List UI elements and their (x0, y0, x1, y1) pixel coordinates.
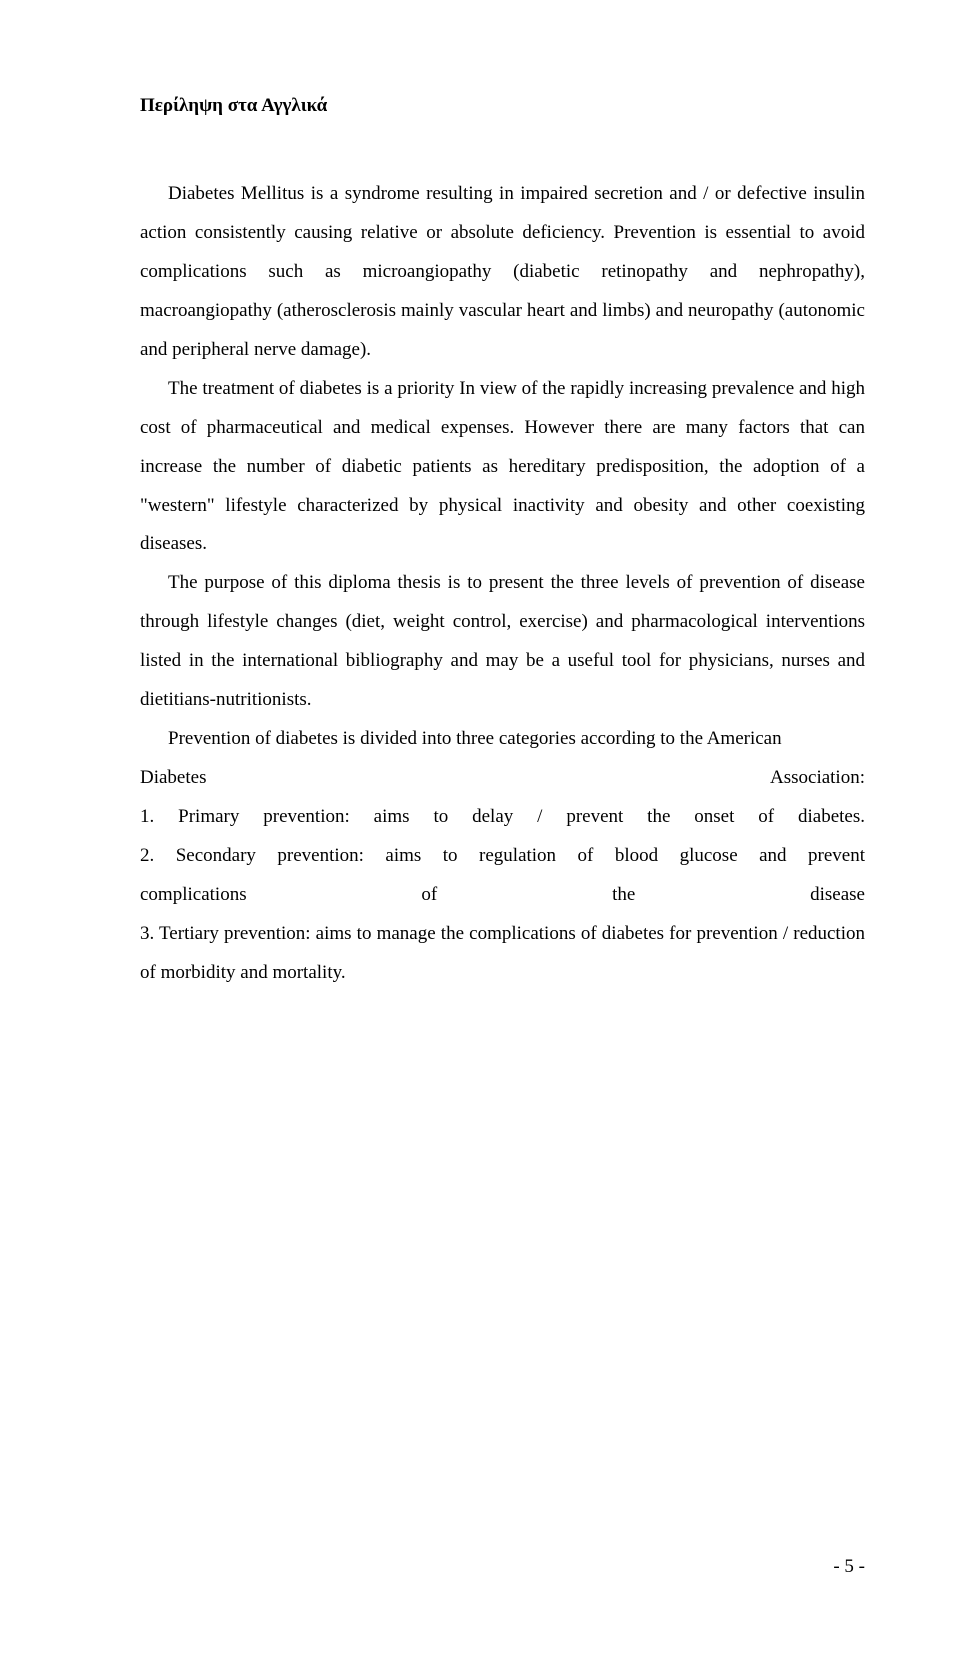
list-item-1: 1. Primary prevention: aims to delay / p… (140, 798, 865, 837)
list-item-2-line1: 2. Secondary prevention: aims to regulat… (140, 837, 865, 876)
list-item-3: 3. Tertiary prevention: aims to manage t… (140, 915, 865, 993)
text-left: Diabetes (140, 759, 206, 798)
paragraph-4-line1: Prevention of diabetes is divided into t… (140, 720, 865, 759)
text-right: Association: (770, 759, 865, 798)
paragraph-2: The treatment of diabetes is a priority … (140, 370, 865, 565)
list-item-2-line2: complications of the disease (140, 876, 865, 915)
text-segment: of (421, 876, 437, 915)
text-segment: disease (810, 876, 865, 915)
page-title: Περίληψη στα Αγγλικά (140, 95, 865, 117)
page-number: - 5 - (833, 1556, 865, 1578)
paragraph-4-line2: Diabetes Association: (140, 759, 865, 798)
text-segment: complications (140, 876, 247, 915)
text-segment: the (612, 876, 635, 915)
paragraph-1: Diabetes Mellitus is a syndrome resultin… (140, 175, 865, 370)
paragraph-3: The purpose of this diploma thesis is to… (140, 564, 865, 720)
